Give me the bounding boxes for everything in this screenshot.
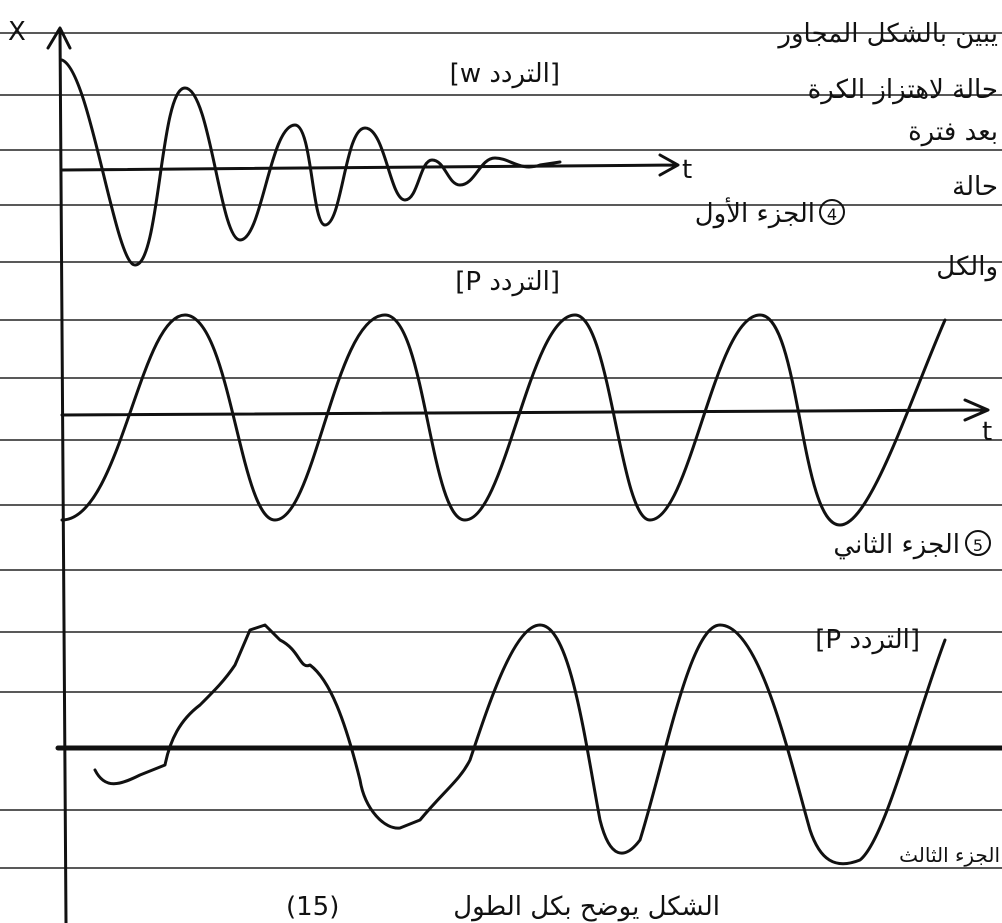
labels: X t t يبين بالشكل المجاور حالة لاهتزاز ا…: [8, 17, 1000, 922]
frequency-label: [التردد w]: [450, 59, 560, 89]
t-label: t: [982, 417, 992, 447]
side-text: بعد فترة: [908, 117, 998, 147]
damped-wave: [62, 60, 560, 265]
forced-wave: [95, 625, 945, 864]
part-title: الجزء الثاني: [833, 530, 960, 560]
x-axis: [60, 30, 66, 923]
frequency-label: [التردد P]: [815, 625, 920, 655]
part-title: الجزء الأول: [695, 196, 815, 229]
x-label: X: [8, 17, 26, 47]
side-text: والكل: [936, 252, 998, 282]
caption-number: (15): [286, 892, 339, 922]
page: X t t يبين بالشكل المجاور حالة لاهتزاز ا…: [0, 0, 1002, 923]
t-label: t: [682, 155, 692, 185]
curves: [62, 60, 945, 864]
part-title: الجزء الثالث: [899, 843, 1000, 867]
part-number: 4: [827, 205, 837, 224]
side-text: حالة لاهتزاز الكرة: [808, 75, 998, 105]
frequency-label: [التردد P]: [455, 267, 560, 297]
side-text: يبين بالشكل المجاور: [776, 19, 998, 49]
part-number: 5: [973, 536, 983, 555]
t-axis-2: [62, 400, 988, 420]
caption: الشكل يوضح بكل الطول: [453, 892, 720, 922]
steady-wave: [62, 315, 945, 525]
axes: [48, 28, 1002, 923]
t-axis-1: [62, 155, 678, 175]
sketch: X t t يبين بالشكل المجاور حالة لاهتزاز ا…: [0, 0, 1002, 923]
side-text: حالة: [952, 172, 998, 202]
